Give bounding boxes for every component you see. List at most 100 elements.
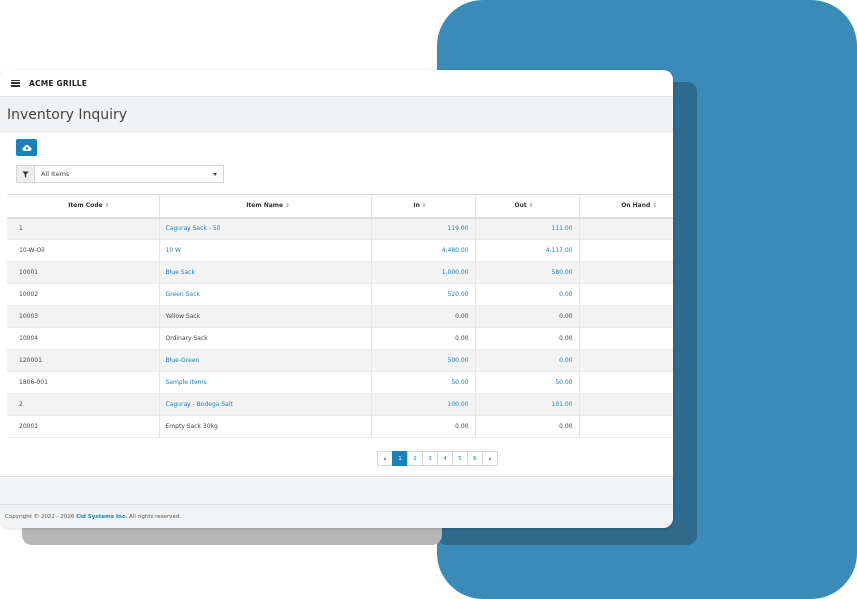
sort-icon: ⇕ — [285, 203, 290, 210]
table-row[interactable]: 10001 Blue Sack 1,000.00 580.00 — [7, 261, 673, 284]
hamburger-icon[interactable] — [11, 79, 20, 87]
pagination-page-1[interactable]: 1 — [392, 451, 408, 466]
cloud-upload-icon — [22, 144, 31, 151]
in-cell[interactable]: 4,480.00 — [371, 239, 476, 262]
on-hand-cell — [579, 283, 673, 306]
footer-suffix: All rights reserved. — [127, 514, 182, 520]
on-hand-cell — [579, 327, 673, 350]
item-name-cell[interactable]: Green Sack — [159, 283, 372, 306]
pagination-page-3[interactable]: 3 — [422, 451, 438, 466]
column-header-item-code[interactable]: Item Code ⇕ — [7, 194, 160, 219]
out-cell[interactable]: 50.00 — [475, 371, 580, 394]
page-title: Inventory Inquiry — [7, 107, 128, 123]
footer-copyright: Copyright © 2022 - 2026 Cid Systems Inc.… — [5, 514, 181, 520]
table-row[interactable]: 10004 Ordinary Sack 0.00 0.00 — [7, 327, 673, 350]
column-header-on-hand[interactable]: On Hand ⇕ — [579, 194, 673, 219]
filter-button[interactable] — [16, 165, 35, 183]
footer-divider — [0, 504, 673, 505]
out-cell[interactable]: 111.00 — [475, 217, 580, 240]
table-row[interactable]: 10003 Yellow Sack 0.00 0.00 — [7, 305, 673, 328]
item-filter-select[interactable]: All Items — [35, 165, 224, 183]
out-cell: 0.00 — [475, 327, 580, 350]
item-name-cell[interactable]: Blue Sack — [159, 261, 372, 284]
item-name-cell: Yellow Sack — [159, 305, 372, 328]
item-code-cell: 1806-001 — [7, 371, 160, 394]
item-code-cell: 2 — [7, 393, 160, 416]
item-code-cell: 10004 — [7, 327, 160, 350]
item-code-cell: 20001 — [7, 415, 160, 438]
top-navbar: ACME GRILLE — [0, 70, 673, 97]
in-cell: 0.00 — [371, 305, 476, 328]
out-cell[interactable]: 0.00 — [475, 349, 580, 372]
table-row[interactable]: 1 Caguray Sack - 50 119.00 111.00 — [7, 217, 673, 240]
pagination-page-5[interactable]: 5 — [452, 451, 468, 466]
item-name-cell[interactable]: Sample Items — [159, 371, 372, 394]
item-code-cell: 10-W-Oil — [7, 239, 160, 262]
pagination-page-4[interactable]: 4 — [437, 451, 453, 466]
table-row[interactable]: 2 Caguray - Bodega Salt 100.00 101.00 — [7, 393, 673, 416]
on-hand-cell — [579, 415, 673, 438]
on-hand-cell — [579, 217, 673, 240]
pagination-page-2[interactable]: 2 — [407, 451, 423, 466]
item-code-cell: 10003 — [7, 305, 160, 328]
in-cell: 0.00 — [371, 415, 476, 438]
out-cell[interactable]: 4,117.00 — [475, 239, 580, 262]
item-code-cell: 10001 — [7, 261, 160, 284]
sort-icon: ⇕ — [528, 203, 534, 210]
toolbar: All Items — [0, 133, 673, 196]
footer-company-link[interactable]: Cid Systems Inc. — [76, 514, 128, 520]
on-hand-cell — [579, 349, 673, 372]
upload-button[interactable] — [16, 139, 37, 156]
pagination-page-6[interactable]: 6 — [467, 451, 483, 466]
pagination: ‹ 1 2 3 4 5 6 › — [377, 451, 498, 466]
filter-icon — [22, 171, 29, 178]
table-row[interactable]: 1806-001 Sample Items 50.00 50.00 — [7, 371, 673, 394]
in-cell[interactable]: 100.00 — [371, 393, 476, 416]
item-code-cell: 120001 — [7, 349, 160, 372]
item-code-cell: 10002 — [7, 283, 160, 306]
on-hand-cell — [579, 305, 673, 328]
app-window: ACME GRILLE Inventory Inquiry All Items — [0, 70, 673, 528]
sort-icon: ⇕ — [422, 203, 427, 210]
column-header-out[interactable]: Out ⇕ — [475, 194, 580, 219]
in-cell[interactable]: 50.00 — [371, 371, 476, 394]
footer-prefix: Copyright © 2022 - 2026 — [5, 514, 77, 520]
on-hand-cell — [579, 371, 673, 394]
in-cell[interactable]: 500.00 — [371, 349, 476, 372]
item-name-cell: Ordinary Sack — [159, 327, 372, 350]
pagination-next-icon[interactable]: › — [482, 451, 498, 466]
page-header: Inventory Inquiry — [0, 97, 673, 133]
inventory-table: Item Code ⇕ Item Name ⇕ In ⇕ Out ⇕ On Ha… — [7, 194, 673, 438]
filter-row: All Items — [16, 165, 657, 183]
out-cell[interactable]: 101.00 — [475, 393, 580, 416]
in-cell[interactable]: 119.00 — [371, 217, 476, 240]
table-row[interactable]: 10-W-Oil 10 W 4,480.00 4,117.00 — [7, 239, 673, 262]
caret-down-icon — [213, 172, 217, 176]
on-hand-cell — [579, 261, 673, 284]
out-cell: 0.00 — [475, 305, 580, 328]
in-cell[interactable]: 1,000.00 — [371, 261, 476, 284]
out-cell[interactable]: 580.00 — [475, 261, 580, 284]
table-row[interactable]: 120001 Blue-Green 500.00 0.00 — [7, 349, 673, 372]
table-row[interactable]: 10002 Green Sack 520.00 0.00 — [7, 283, 673, 306]
item-name-cell[interactable]: 10 W — [159, 239, 372, 262]
item-name-cell[interactable]: Caguray - Bodega Salt — [159, 393, 372, 416]
sort-icon: ⇕ — [104, 203, 110, 210]
item-name-cell[interactable]: Caguray Sack - 50 — [159, 217, 372, 240]
item-code-cell: 1 — [7, 217, 160, 240]
item-name-cell: Empty Sack 30kg — [159, 415, 372, 438]
item-name-cell[interactable]: Blue-Green — [159, 349, 372, 372]
divider — [0, 476, 673, 477]
sort-icon: ⇕ — [652, 203, 657, 210]
in-cell: 0.00 — [371, 327, 476, 350]
on-hand-cell — [579, 393, 673, 416]
column-header-in[interactable]: In ⇕ — [371, 194, 476, 219]
pagination-prev-icon[interactable]: ‹ — [377, 451, 393, 466]
column-header-item-name[interactable]: Item Name ⇕ — [159, 194, 372, 219]
table-header-row: Item Code ⇕ Item Name ⇕ In ⇕ Out ⇕ On Ha… — [7, 194, 673, 219]
on-hand-cell — [579, 239, 673, 262]
out-cell: 0.00 — [475, 415, 580, 438]
table-row[interactable]: 20001 Empty Sack 30kg 0.00 0.00 — [7, 415, 673, 438]
out-cell[interactable]: 0.00 — [475, 283, 580, 306]
in-cell[interactable]: 520.00 — [371, 283, 476, 306]
